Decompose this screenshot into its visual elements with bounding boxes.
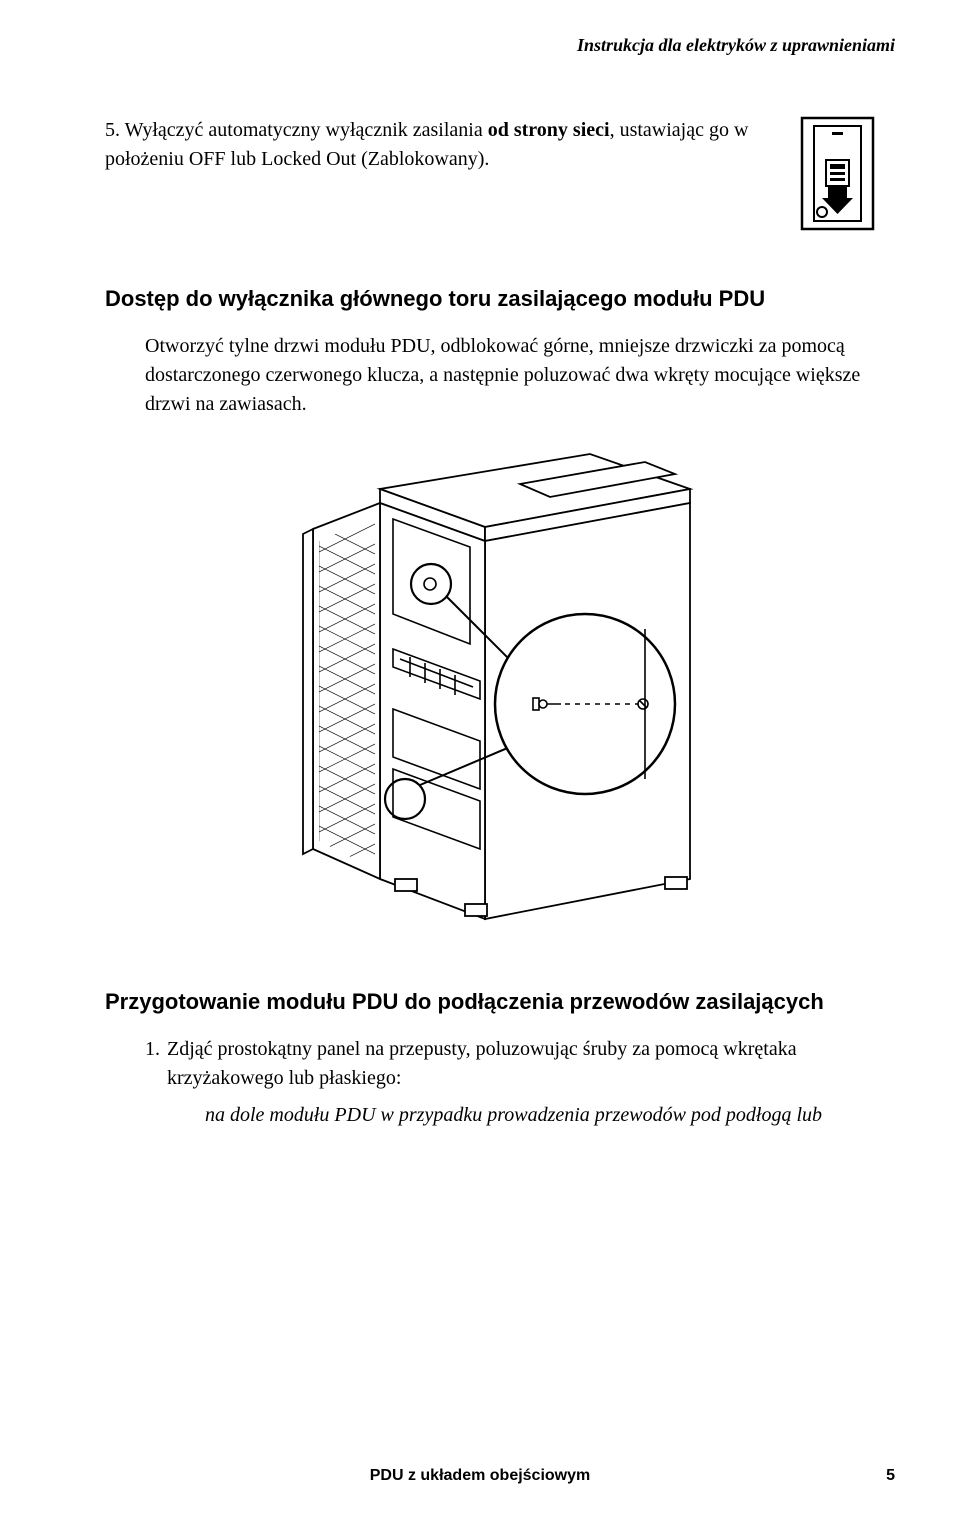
section-1-body: Otworzyć tylne drzwi modułu PDU, odbloko… [105, 332, 895, 419]
footer-title: PDU z układem obejściowym [370, 1467, 591, 1485]
running-header: Instrukcja dla elektryków z uprawnieniam… [105, 35, 895, 56]
step-5-block: 5. Wyłączyć automatyczny wyłącznik zasil… [105, 116, 895, 236]
cabinet-diagram [105, 449, 895, 929]
section-2-step-1: 1. Zdjąć prostokątny panel na przepusty,… [105, 1035, 895, 1093]
breaker-switch-icon [800, 116, 875, 236]
section-1-heading: Dostęp do wyłącznika głównego toru zasil… [105, 286, 895, 312]
step-5-number: 5. [105, 119, 125, 141]
step-5-bold: od strony sieci [488, 119, 610, 141]
section-2-heading: Przygotowanie modułu PDU do podłączenia … [105, 989, 895, 1015]
step-5-pre: Wyłączyć automatyczny wyłącznik zasilani… [125, 119, 488, 141]
step-1-text: Zdjąć prostokątny panel na przepusty, po… [167, 1035, 895, 1093]
page-footer: PDU z układem obejściowym 5 [0, 1467, 960, 1485]
step-5-text: 5. Wyłączyć automatyczny wyłącznik zasil… [105, 116, 800, 174]
footer-page-number: 5 [886, 1467, 895, 1485]
step-1-number: 1. [145, 1035, 167, 1093]
step-1-sub-italic: na dole modułu PDU w przypadku prowadzen… [105, 1101, 895, 1130]
